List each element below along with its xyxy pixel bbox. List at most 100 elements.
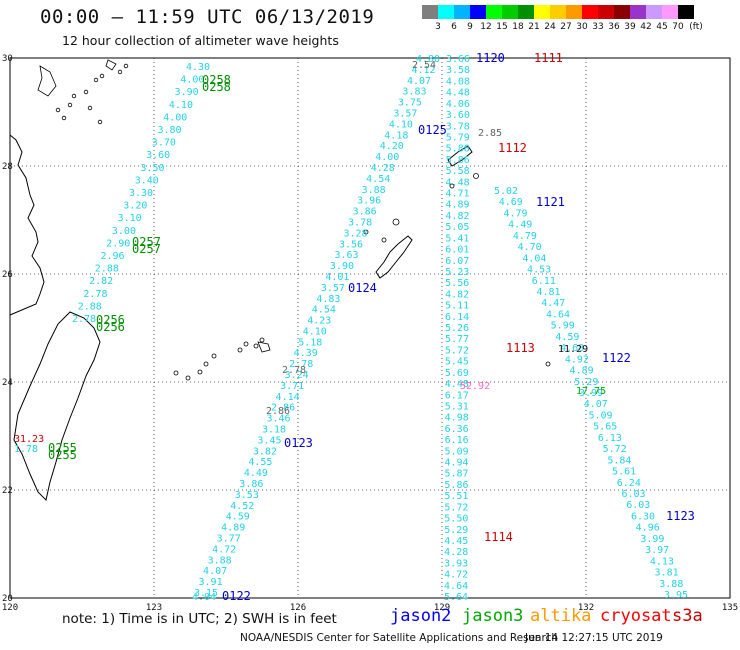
island: [545, 361, 551, 367]
track-c-swh-label: 4.96: [636, 523, 660, 534]
scale-swatch: [630, 5, 646, 19]
track-c-swh-label: 3.97: [645, 545, 669, 556]
island: [117, 69, 123, 75]
misc-swh-label: 52.92: [460, 381, 490, 392]
track-c-swh-label: 6.11: [532, 276, 556, 287]
track-a-swh-label: 3.71: [280, 381, 304, 392]
track-c-swh-label: 4.70: [518, 242, 542, 253]
scale-swatch: [582, 5, 598, 19]
track-a-swh-label: 4.20: [380, 141, 404, 152]
island: [105, 59, 117, 71]
track-a-swh-label: 4.01: [325, 272, 349, 283]
track-c-swh-label: 4.13: [650, 556, 674, 567]
track-b-swh-label: 4.48: [445, 379, 469, 390]
scale-tick-label: 27: [560, 22, 572, 32]
track-a-swh-label: 4.59: [226, 512, 250, 523]
track-c-swh-label: 4.64: [546, 309, 570, 320]
track-d-swh-label: 3.70: [152, 138, 176, 149]
track-b-swh-label: 5.79: [446, 132, 470, 143]
track-b-swh-label: 5.41: [445, 233, 469, 244]
scale-swatch: [502, 5, 518, 19]
track-b-swh-label: 5.51: [444, 491, 468, 502]
track-b-swh-label: 4.64: [444, 581, 468, 592]
track-a-swh-label: 4.80: [416, 54, 440, 65]
track-c-swh-label: 4.59: [555, 332, 579, 343]
track-b-swh-label: 4.82: [445, 211, 469, 222]
track-d-swh-label: 2.88: [95, 264, 119, 275]
track-d-swh-label: 3.30: [129, 188, 153, 199]
scale-swatch: [598, 5, 614, 19]
track-a-swh-label: 3.57: [321, 283, 345, 294]
page-title: 00:00 – 11:59 UTC 06/13/2019: [40, 6, 375, 28]
track-d-swh-label: 2.90: [106, 238, 130, 249]
track-d-swh-label: 3.20: [123, 201, 147, 212]
track-a-swh-label: 2.78: [289, 359, 313, 370]
scale-tick-label: 18: [512, 22, 524, 32]
track-c-swh-label: 4.92: [565, 354, 589, 365]
track-c-swh-label: 17.75: [576, 386, 606, 397]
island: [243, 341, 249, 347]
track-a-swh-label: 4.14: [276, 392, 300, 403]
track-c-swh-label: 4.79: [513, 231, 537, 242]
track-d-swh-label: 2.88: [78, 301, 102, 312]
track-b-swh-label: 5.23: [445, 267, 469, 278]
track-a-swh-label: 4.07: [407, 76, 431, 87]
scale-tick-label: 15: [496, 22, 508, 32]
track-a-swh-label: 3.77: [217, 534, 241, 545]
track-a-swh-label: 3.45: [257, 435, 281, 446]
island: [392, 218, 400, 226]
track-a-swh-label: 3.86: [239, 479, 263, 490]
track-a-swh-label: 3.88: [208, 555, 232, 566]
mainland-coastline: [9, 134, 45, 316]
pass-time-label: 0124: [348, 281, 377, 295]
lon-label: 135: [722, 603, 738, 613]
track-b-swh-label: 5.72: [445, 345, 469, 356]
scale-tick-label: 24: [544, 22, 556, 32]
track-c-swh-label: 4.89: [570, 366, 594, 377]
track-d-swh-label: 4.00: [180, 75, 204, 86]
scale-tick-label: 9: [467, 22, 473, 32]
track-c-swh-label: 6.13: [598, 433, 622, 444]
track-b-swh-label: 3.66: [446, 54, 470, 65]
track-a-swh-label: 3.90: [330, 261, 354, 272]
island: [237, 347, 243, 353]
track-c-swh-label: 5.02: [494, 186, 518, 197]
track-c-swh-label: 4.81: [537, 287, 561, 298]
track-b-swh-label: 5.86: [444, 480, 468, 491]
island: [381, 237, 387, 243]
island: [71, 93, 77, 99]
island: [185, 375, 191, 381]
island: [449, 183, 455, 189]
track-c-swh-label: 3.88: [659, 579, 683, 590]
track-a-swh-label: 2.86: [271, 403, 295, 414]
track-d-swh-label: 2.82: [89, 276, 113, 287]
island: [123, 63, 129, 69]
island: [197, 369, 203, 375]
track-a-swh-label: 3.15: [194, 588, 218, 599]
misc-swh-label: 1.78: [14, 444, 38, 455]
track-a-swh-label: 3.96: [357, 196, 381, 207]
track-a-swh-label: 3.57: [393, 108, 417, 119]
track-c-swh-label: 5.61: [612, 467, 636, 478]
page-subtitle: 12 hour collection of altimeter wave hei…: [62, 33, 339, 48]
pass-time-label: 1123: [666, 509, 695, 523]
track-a-swh-label: 3.83: [402, 87, 426, 98]
track-d-swh-label: 3.40: [135, 175, 159, 186]
misc-swh-label: 4.04: [192, 592, 216, 603]
pass-time-label: 0122: [222, 589, 251, 603]
track-b-swh-label: 5.11: [445, 301, 469, 312]
track-b-swh-label: 4.48: [446, 177, 470, 188]
scale-swatch: [550, 5, 566, 19]
track-a-swh-label: 4.55: [248, 457, 272, 468]
pass-time-label: 1120: [476, 51, 505, 65]
pass-time-label: 0256: [96, 320, 125, 334]
scale-swatch: [678, 5, 694, 19]
scale-swatch: [470, 5, 486, 19]
track-c-swh-label: 4.07: [584, 399, 608, 410]
scale-tick-label: 42: [640, 22, 652, 32]
track-a-swh-label: 4.49: [244, 468, 268, 479]
generated-timestamp: Jun 14 12:27:15 UTC 2019: [525, 632, 663, 644]
lat-label: 26: [2, 270, 13, 280]
track-a-swh-label: 3.88: [362, 185, 386, 196]
